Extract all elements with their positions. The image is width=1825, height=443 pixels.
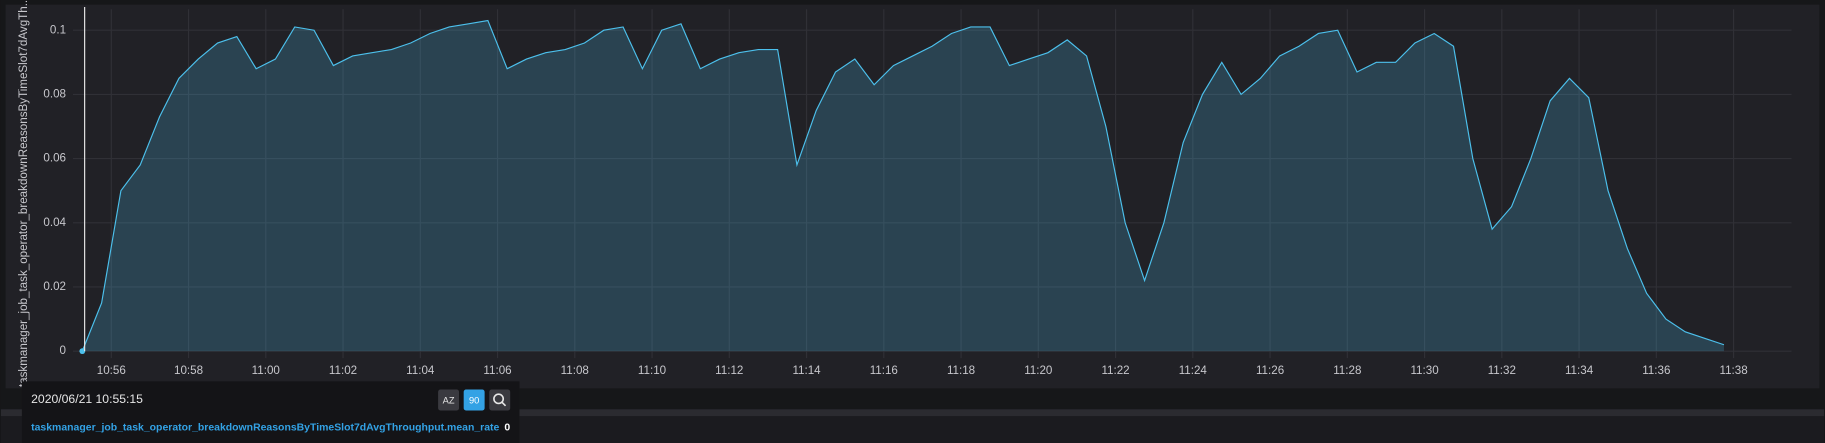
x-tick-label: 11:20 bbox=[1024, 364, 1052, 377]
x-tick-label: 11:36 bbox=[1642, 364, 1670, 377]
y-tick-label: 0.06 bbox=[43, 152, 66, 165]
x-tick-label: 11:26 bbox=[1256, 364, 1284, 377]
x-tick-label: 11:12 bbox=[715, 364, 743, 377]
x-tick-label: 10:58 bbox=[174, 364, 203, 377]
sort-value-label: 90 bbox=[469, 396, 479, 406]
x-tick-label: 11:14 bbox=[792, 364, 821, 377]
divider bbox=[0, 409, 1825, 417]
x-tick-label: 11:22 bbox=[1101, 364, 1129, 377]
x-tick-label: 11:08 bbox=[561, 364, 589, 377]
y-tick-label: 0.08 bbox=[43, 87, 66, 100]
y-tick-label: 0.1 bbox=[50, 23, 66, 36]
search-icon-handle bbox=[501, 401, 507, 407]
x-tick-label: 10:56 bbox=[97, 364, 126, 377]
search-icon bbox=[493, 393, 505, 405]
x-tick-label: 11:34 bbox=[1565, 364, 1594, 377]
sort-alpha-button[interactable] bbox=[438, 389, 460, 411]
sort-alpha-label: AZ bbox=[443, 396, 455, 406]
x-tick-label: 11:28 bbox=[1333, 364, 1361, 377]
y-tick-label: 0.04 bbox=[43, 216, 66, 229]
x-tick-label: 11:30 bbox=[1410, 364, 1438, 377]
y-tick-label: 0.02 bbox=[43, 280, 66, 293]
line bbox=[81, 19, 1725, 352]
sort-value-button[interactable] bbox=[463, 389, 485, 411]
x-tick-label: 11:24 bbox=[1179, 364, 1208, 377]
tooltip-series: taskmanager_job_task_operator_breakdownR… bbox=[31, 423, 499, 434]
tooltip-value: 0 bbox=[504, 423, 510, 434]
x-tick-label: 11:38 bbox=[1719, 364, 1747, 377]
y-axis-label: taskmanager_job_task_operator_breakdownR… bbox=[17, 0, 30, 387]
hover-point bbox=[79, 348, 86, 355]
panel bbox=[5, 4, 1820, 389]
tooltip-time: 2020/06/21 10:55:15 bbox=[31, 392, 143, 406]
y-tick-label: 0 bbox=[60, 344, 66, 357]
area bbox=[82, 20, 1724, 352]
x-tick-label: 11:04 bbox=[406, 364, 435, 377]
grid: 0 0.02 0.04 0.06 0.08 0.1 10:56 10:58 11:00 11:02… bbox=[43, 9, 1792, 377]
x-tick-label: 11:00 bbox=[252, 364, 280, 377]
tooltip: 2020/06/21 10:55:15 AZ 90 taskmanager_jo… bbox=[21, 381, 520, 443]
x-tick-label: 11:16 bbox=[870, 364, 898, 377]
x-tick-label: 11:32 bbox=[1488, 364, 1516, 377]
x-tick-label: 11:02 bbox=[329, 364, 357, 377]
x-tick-label: 11:06 bbox=[483, 364, 511, 377]
marks bbox=[79, 19, 1725, 355]
search-button[interactable] bbox=[489, 389, 511, 411]
x-tick-label: 11:18 bbox=[947, 364, 975, 377]
tooltip-box bbox=[21, 381, 520, 443]
x-tick-label: 11:10 bbox=[638, 364, 666, 377]
